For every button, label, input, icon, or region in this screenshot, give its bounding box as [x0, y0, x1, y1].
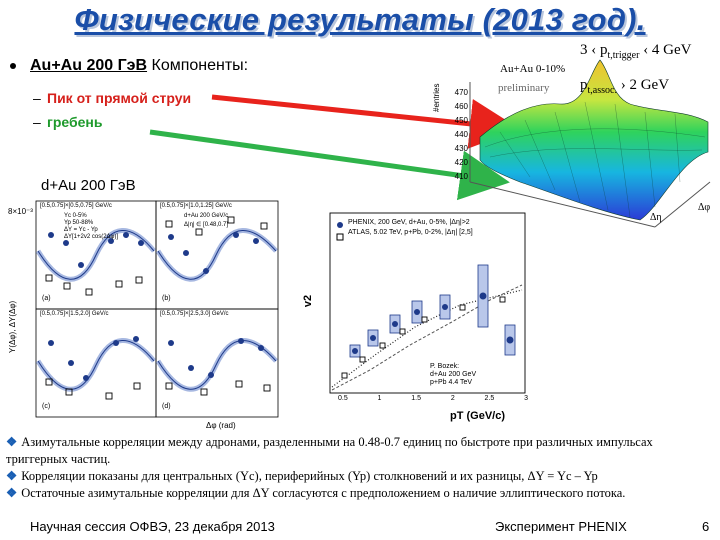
surface-mesh	[479, 59, 709, 221]
ztick: 450	[454, 116, 468, 125]
surface-plot: #entries 470 460 450 440 430 420 410 Δη …	[432, 42, 720, 237]
bottom-bullet-1: ❖ Азимутальные корреляции между адронами,…	[6, 434, 716, 468]
dash-icon: –	[33, 90, 41, 106]
v2-plot: v2 pT (GeV/c) PHENIX, 200 GeV, d+Au, 0-5…	[300, 205, 540, 430]
sub-item-jet-peak: – Пик от прямой струи	[33, 90, 191, 106]
footer-left: Научная сессия ОФВЭ, 23 декабря 2013	[30, 519, 275, 534]
panel-d-pt: [0.5,0.75]×[2.5,3.0] GeV/c	[160, 311, 229, 317]
bullet-text: Остаточные азимутальные корреляции для Δ…	[21, 486, 626, 500]
ztick: 460	[454, 102, 468, 111]
trigger-sub: t,trigger	[607, 50, 640, 61]
bullet-text: Азимутальные корреляции между адронами, …	[6, 435, 653, 466]
ztick: 430	[454, 144, 468, 153]
correlation-svg	[35, 200, 279, 418]
page-number: 6	[702, 519, 710, 534]
corr-scale: 8×10⁻³	[8, 207, 33, 216]
corr-ylabel: Y(Δφ), ΔY(Δφ)	[8, 300, 17, 353]
corr-deta-label: Δ|η| ∈ [0.48,0.7]	[184, 222, 229, 228]
corr-xlabel: Δφ (rad)	[206, 421, 236, 430]
legend-entry: ΔY[1+2v2 cos(2Δφ)]	[64, 234, 119, 240]
main-bullet-underlined: Au+Au 200 ГэВ	[30, 57, 148, 74]
main-bullet-rest: Компоненты:	[147, 57, 249, 74]
v2-ylabel: v2	[302, 294, 315, 308]
panel-c-tag: (c)	[42, 403, 51, 410]
main-bullet: Au+Au 200 ГэВ Компоненты:	[10, 57, 248, 75]
xtick: 1	[377, 395, 382, 402]
model-title: P. Bozek:	[430, 363, 460, 370]
bottom-bullet-3: ❖ Остаточные азимутальные корреляции для …	[6, 485, 716, 502]
correlation-panels: 8×10⁻³ Y(Δφ), ΔY(Δφ) Δφ (rad) [0.5,0.75]…	[6, 193, 306, 433]
legend-entry: ATLAS, 5.02 TeV, p+Pb, 0-2%, |Δη| [2,5]	[348, 229, 473, 236]
xtick: 0.5	[338, 395, 348, 402]
v2-xlabel: pT (GeV/c)	[450, 410, 506, 422]
system-label: Au+Au 0-10%	[500, 63, 566, 75]
xtick: 2	[450, 395, 455, 402]
panel-b-pt: [0.5,0.75]×[1.0,1.25] GeV/c	[160, 203, 232, 209]
legend-entry: ΔY = Yc - Yp	[64, 227, 98, 233]
panel-a-pt: [0.5,0.75]×[0.5,0.75] GeV/c	[40, 203, 112, 209]
v2-xticks: 0.5 1 1.5 2 2.5 3	[338, 395, 528, 402]
ztick: 410	[454, 172, 468, 181]
phi-axis-label: Δφ	[698, 202, 711, 213]
ztick: 470	[454, 88, 468, 97]
legend-entry: PHENIX, 200 GeV, d+Au, 0-5%, |Δη|>2	[348, 219, 470, 226]
sub-item-label: Пик от прямой струи	[47, 90, 192, 106]
zaxis-ticks: 470 460 450 440 430 420 410	[448, 86, 468, 184]
bullet-icon: ❖	[6, 469, 18, 483]
xtick: 2.5	[484, 395, 495, 402]
slide-title: Физические результаты (2013 год).	[74, 2, 646, 37]
sub-item-label: гребень	[47, 114, 103, 130]
xtick: 3	[524, 395, 528, 402]
panel-c-pt: [0.5,0.75]×[1.5,2.0] GeV/c	[40, 311, 109, 317]
dau-section-label: d+Au 200 ГэВ	[41, 177, 136, 194]
assoc-tail: › 2 GeV	[616, 77, 670, 93]
v2-svg	[329, 212, 526, 394]
bullet-text: Корреляции показаны для центральных (Yc)…	[21, 469, 598, 483]
trigger-tail: ‹ 4 GeV	[639, 42, 692, 58]
bottom-bullets: ❖ Азимутальные корреляции между адронами,…	[6, 434, 716, 502]
panel-b-tag: (b)	[162, 295, 171, 302]
bullet-icon: ❖	[6, 486, 18, 500]
sub-item-ridge: – гребень	[33, 114, 102, 130]
assoc-sub: t,assoc.	[587, 85, 617, 96]
dash-icon: –	[33, 114, 41, 130]
model-line: d+Au 200 GeV	[430, 371, 477, 378]
model-line: p+Pb 4.4 TeV	[430, 379, 473, 386]
legend-entry: Yp 50-88%	[64, 220, 94, 226]
green-arrow	[149, 129, 510, 201]
trigger-cut-label: 3 ‹ pt,trigger ‹ 4 GeV	[580, 42, 692, 61]
ztick: 420	[454, 158, 468, 167]
trigger-text: 3 ‹ p	[580, 42, 608, 58]
panel-d-tag: (d)	[162, 403, 171, 410]
xtick: 1.5	[411, 395, 421, 402]
bottom-bullet-2: ❖ Корреляции показаны для центральных (Yc…	[6, 468, 716, 485]
v2-model-legend: P. Bozek: d+Au 200 GeV p+Pb 4.4 TeV	[430, 363, 476, 387]
bullet-dot-icon	[10, 62, 16, 69]
corr-legend: Yc 0-5% Yp 50-88% ΔY = Yc - Yp ΔY[1+2v2 …	[64, 213, 118, 241]
bullet-icon: ❖	[6, 435, 18, 449]
corr-side-label: d+Au 200 GeV/c	[184, 213, 229, 219]
surface-plot-svg	[469, 59, 711, 228]
preliminary-label: preliminary	[498, 82, 550, 94]
zaxis-label: #entries	[432, 83, 441, 112]
assoc-text: p	[580, 77, 588, 93]
legend-entry: Yc 0-5%	[64, 213, 87, 219]
footer-center: Эксперимент PHENIX	[495, 519, 627, 534]
v2-legend: PHENIX, 200 GeV, d+Au, 0-5%, |Δη|>2 ATLA…	[348, 218, 473, 238]
assoc-cut-label: pt,assoc. › 2 GeV	[580, 77, 669, 96]
ztick: 440	[454, 130, 468, 139]
panel-a-tag: (a)	[42, 295, 51, 302]
red-arrow	[211, 94, 520, 149]
eta-axis-label: Δη	[650, 212, 662, 223]
